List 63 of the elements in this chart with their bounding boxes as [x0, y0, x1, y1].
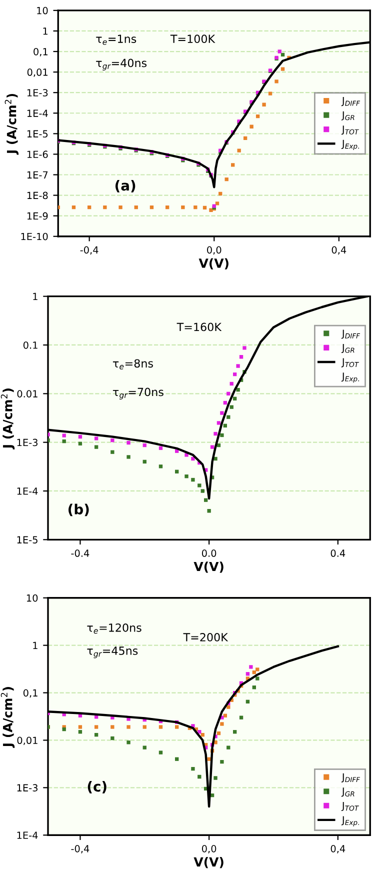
y-axis-title: J (A/cm$^{2}$) — [0, 687, 15, 748]
x-tick-label: 0,4 — [330, 845, 346, 854]
y-tick-label: 1E-3 — [27, 89, 48, 96]
y-tick-label: 0,01 — [17, 736, 38, 746]
x-tick-label: 0,0 — [207, 246, 222, 255]
x-tick-label: 0,0 — [202, 845, 216, 854]
y-tick-label: 0,1 — [34, 48, 48, 56]
annotation: τ$_{gr}$=45ns — [87, 646, 138, 658]
x-tick-label: 0.0 — [202, 550, 216, 557]
y-axis-title: J (A/cm$^{2}$) — [0, 388, 15, 450]
legend-label: J$_{TOT}$ — [341, 358, 360, 368]
y-tick-label: 10 — [26, 594, 38, 602]
y-tick-label: 1E-7 — [27, 171, 48, 178]
x-axis-title: V(V) — [198, 258, 228, 270]
x-tick-label: -0.4 — [71, 550, 90, 557]
y-tick-label: 0.01 — [17, 390, 38, 398]
annotation: (c) — [88, 780, 106, 794]
x-axis-title: V(V) — [194, 857, 224, 868]
x-tick-label: -0,4 — [80, 246, 98, 255]
y-tick-label: 1 — [43, 28, 48, 35]
x-tick-label: -0,4 — [71, 845, 90, 854]
y-tick-label: 0,1 — [23, 689, 38, 698]
y-tick-label: 10 — [37, 6, 48, 14]
annotation: τ$_{gr}$=70ns — [112, 388, 164, 400]
y-tick-label: 1E-4 — [17, 832, 38, 839]
annotation: τ$_{gr}$=40ns — [96, 58, 147, 70]
x-tick-label: 0.4 — [330, 550, 346, 557]
annotation: τ$_{e}$=120ns — [87, 623, 142, 634]
y-tick-label: 1E-10 — [21, 232, 48, 240]
annotation: T=100K — [170, 34, 216, 44]
y-axis-title: J (A/cm$^{2}$) — [4, 94, 19, 155]
legend-label: J$_{GR}$ — [341, 788, 354, 797]
legend-label: J$_{GR}$ — [341, 344, 354, 354]
annotation: (b) — [68, 504, 89, 516]
y-tick-label: 1 — [33, 292, 38, 300]
y-tick-label: 1E-5 — [27, 130, 48, 138]
x-axis-title: V(V) — [194, 562, 224, 573]
annotation: (a) — [115, 180, 136, 192]
y-tick-label: 1E-3 — [17, 438, 38, 446]
y-tick-label: 1E-5 — [17, 536, 38, 544]
annotation: T=160K — [176, 322, 222, 332]
y-tick-label: 1E-4 — [27, 110, 48, 117]
y-tick-label: 1E-4 — [17, 488, 38, 495]
legend-label: J$_{DIFF}$ — [341, 97, 360, 106]
y-tick-label: 0.1 — [23, 341, 38, 349]
annotation: τ$_{e}$=8ns — [112, 359, 153, 370]
legend-label: J$_{TOT}$ — [341, 802, 360, 811]
annotation: J$_{Exp.}$ — [341, 372, 359, 383]
y-tick-label: 0,01 — [27, 68, 48, 77]
annotation: τ$_{e}$=1ns — [96, 34, 136, 45]
legend-label: J$_{DIFF}$ — [341, 330, 360, 339]
y-tick-label: 1E-3 — [17, 784, 38, 792]
annotation: T=200K — [183, 633, 228, 642]
legend-label: J$_{Exp.}$ — [341, 816, 359, 826]
y-tick-label: 1E-8 — [27, 192, 48, 200]
legend-label: J$_{Exp.}$ — [341, 140, 359, 150]
legend-label: J$_{DIFF}$ — [341, 773, 360, 782]
legend-label: J$_{TOT}$ — [341, 126, 360, 135]
x-tick-label: 0,4 — [332, 246, 346, 255]
y-tick-label: 1 — [33, 642, 38, 650]
legend-label: J$_{GR}$ — [341, 111, 354, 120]
y-tick-label: 1E-9 — [27, 212, 48, 220]
y-tick-label: 1E-6 — [27, 150, 48, 158]
